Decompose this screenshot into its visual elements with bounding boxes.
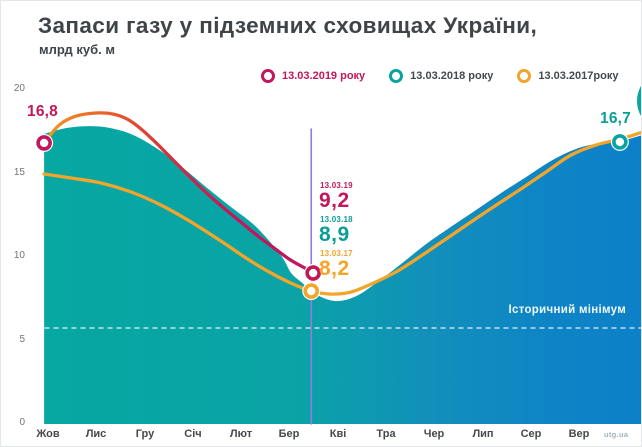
legend-ring-icon-2018	[389, 69, 404, 83]
x-tick-dec: Гру	[135, 428, 155, 440]
area-series-2018	[44, 126, 641, 424]
x-tick-aug: Сер	[520, 428, 542, 440]
legend: 13.03.2019 року 13.03.2018 року 13.03.20…	[261, 69, 618, 83]
annotation-date-2019: 13.03.19	[320, 181, 353, 190]
decorative-circle	[637, 86, 641, 116]
legend-ring-icon-2017	[517, 69, 532, 83]
x-tick-feb: Лют	[229, 428, 253, 440]
line-series-2017	[42, 130, 641, 296]
x-tick-nov: Лис	[85, 428, 107, 440]
x-tick-mar: Бер	[278, 428, 300, 440]
x-tick-apr: Кві	[329, 428, 347, 440]
y-tick-5: 5	[19, 334, 25, 345]
annotation-date-2017: 13.03.17	[320, 249, 353, 258]
annotation-value-2018: 8,9	[319, 223, 350, 246]
x-tick-jun: Чер	[423, 428, 445, 440]
legend-item-2017: 13.03.2017року	[517, 69, 618, 83]
page-title: Запаси газу у підземних сховищах України…	[38, 13, 538, 38]
x-tick-oct: Жов	[36, 428, 60, 440]
data-point-markers	[35, 132, 629, 301]
watermark: utg.ua	[604, 430, 629, 439]
legend-label-2017: 13.03.2017року	[538, 70, 619, 82]
y-tick-15: 15	[13, 167, 25, 178]
legend-label-2018: 13.03.2018 року	[410, 70, 494, 82]
line-series-2019	[42, 111, 315, 275]
annotation-date-2018: 13.03.18	[320, 215, 353, 224]
y-tick-10: 10	[13, 250, 25, 261]
y-tick-0: 0	[19, 417, 25, 428]
y-tick-20: 20	[13, 83, 25, 94]
x-tick-may: Тра	[376, 428, 396, 440]
legend-item-2018: 13.03.2018 року	[389, 69, 493, 83]
historic-min-label: Історичний мінімум	[508, 304, 626, 316]
x-tick-jul: Лип	[472, 428, 494, 440]
callout-end-2018: 16,7	[600, 110, 631, 127]
annotation-value-2017: 8,2	[319, 257, 350, 280]
page-subtitle: млрд куб. м	[39, 42, 115, 57]
x-tick-sep: Вер	[568, 428, 590, 440]
x-tick-jan: Січ	[184, 428, 202, 440]
legend-item-2019: 13.03.2019 року	[261, 69, 365, 83]
legend-label-2019: 13.03.2019 року	[282, 70, 366, 82]
legend-ring-icon-2019	[261, 69, 275, 83]
callout-start-2019: 16,8	[27, 103, 58, 120]
annotation-value-2019: 9,2	[319, 189, 350, 212]
